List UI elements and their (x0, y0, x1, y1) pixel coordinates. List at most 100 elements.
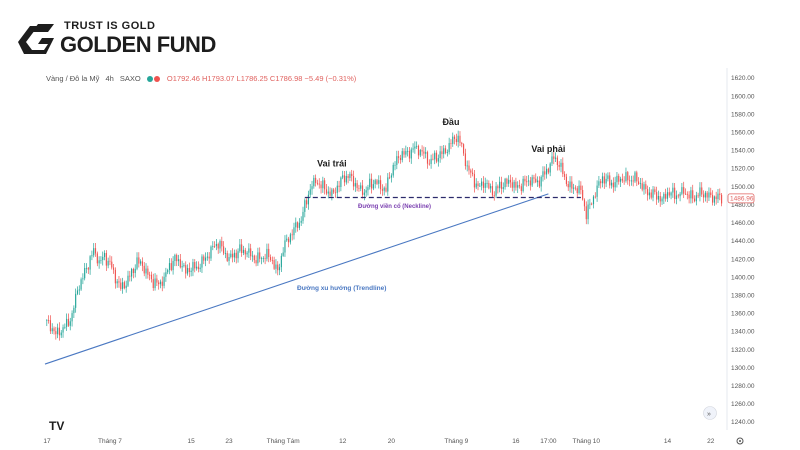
settings-gear-icon[interactable] (736, 437, 744, 445)
legend-symbol[interactable]: Vàng / Đô la Mỹ (46, 74, 100, 83)
candle (333, 188, 335, 194)
candle (228, 253, 230, 266)
scroll-to-latest-button[interactable]: » (703, 406, 717, 420)
candle (369, 173, 371, 190)
x-tick-label: 16 (512, 438, 520, 445)
candle (482, 176, 485, 193)
candle (661, 196, 663, 205)
candle (587, 199, 589, 225)
candle (91, 250, 93, 261)
candle (58, 322, 61, 341)
legend-interval[interactable]: 4h (105, 74, 114, 83)
candle (251, 251, 254, 262)
candle (623, 176, 625, 185)
candle (701, 182, 703, 198)
candle (331, 187, 333, 201)
candle (638, 177, 640, 185)
candle (647, 185, 649, 201)
candle (500, 176, 503, 195)
candle (186, 264, 189, 276)
y-tick-label: 1320.00 (731, 347, 755, 354)
last-price-label: 1486.96 (730, 196, 754, 203)
candle (702, 190, 705, 203)
candle (51, 323, 53, 334)
candle (87, 266, 89, 274)
candle (652, 185, 654, 202)
candle (336, 180, 338, 198)
candle (183, 262, 185, 268)
candle (316, 179, 319, 186)
candle (206, 252, 208, 261)
candle (535, 173, 537, 184)
candle (73, 305, 75, 319)
candle (594, 192, 596, 199)
candle (289, 232, 291, 245)
candle (297, 221, 299, 232)
candle (688, 191, 690, 204)
candle (461, 141, 463, 148)
candle (648, 187, 650, 200)
candle (398, 150, 400, 164)
candle (704, 190, 706, 202)
candle (475, 178, 477, 190)
candle (82, 273, 84, 285)
candle (237, 248, 239, 263)
candle (134, 264, 136, 278)
candle (147, 265, 149, 279)
candle (596, 180, 598, 202)
candle (192, 258, 194, 277)
candle (241, 239, 243, 257)
candle (313, 175, 315, 189)
candle (112, 263, 115, 274)
candle (349, 171, 351, 181)
candle (84, 262, 86, 281)
candle (668, 187, 670, 198)
candle (446, 149, 448, 157)
candle (645, 180, 647, 194)
candle (515, 177, 517, 191)
candle (683, 181, 685, 199)
candle (199, 263, 201, 272)
candle (85, 263, 88, 274)
candle (102, 251, 104, 266)
candle (242, 245, 245, 256)
candle (407, 147, 409, 157)
candle (322, 176, 324, 193)
candle (132, 267, 134, 279)
market-status-icon (146, 74, 161, 83)
candle (343, 170, 346, 187)
candle (329, 187, 331, 197)
candle (105, 250, 107, 271)
candle (632, 175, 634, 187)
candle (62, 324, 64, 338)
candle (273, 256, 275, 270)
candle (614, 176, 616, 192)
candle (693, 195, 696, 203)
candle (219, 239, 221, 254)
candle (542, 166, 544, 182)
candle (266, 243, 268, 262)
brand-tagline: TRUST IS GOLD (64, 20, 156, 32)
candle (302, 206, 304, 224)
candle (282, 247, 284, 257)
candle (573, 183, 575, 194)
candle (342, 170, 344, 180)
neckline-label: Đường viền cổ (Neckline) (358, 203, 431, 210)
y-tick-label: 1420.00 (731, 256, 755, 263)
candle (621, 173, 623, 183)
candle (679, 191, 681, 202)
candle (156, 274, 158, 287)
candle (529, 176, 531, 191)
x-tick-label: 15 (188, 438, 196, 445)
candle (481, 178, 483, 191)
candle (361, 180, 364, 199)
candle (194, 259, 196, 273)
x-tick-label: Tháng 9 (444, 438, 468, 445)
candle (518, 179, 521, 189)
candle (628, 175, 631, 187)
candle (607, 172, 609, 182)
candle (278, 263, 281, 276)
candle (520, 183, 522, 195)
y-tick-label: 1600.00 (731, 93, 755, 100)
